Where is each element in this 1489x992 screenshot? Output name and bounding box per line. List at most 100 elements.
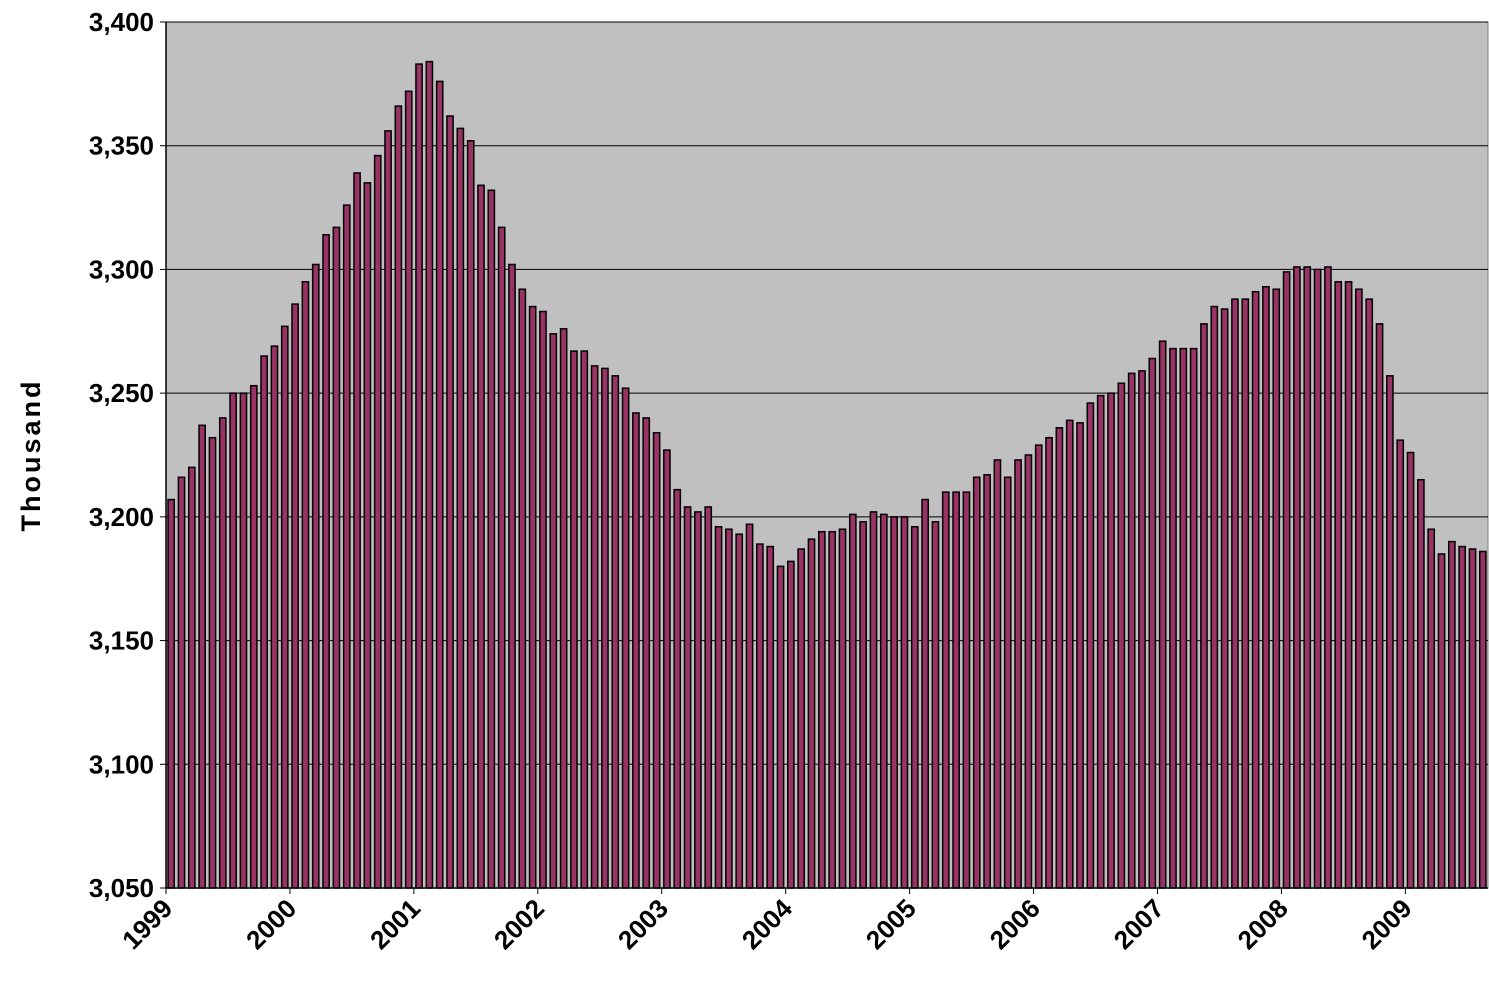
bar [952, 491, 960, 889]
bar [776, 565, 785, 889]
bar [1231, 298, 1239, 889]
bar [466, 140, 475, 889]
bar [342, 204, 351, 889]
x-tick-label: 2002 [488, 893, 550, 955]
bar [167, 498, 176, 889]
bar [1365, 298, 1374, 889]
y-tick-label: 3,400 [89, 7, 154, 37]
bar [601, 367, 609, 889]
bar [1127, 372, 1136, 889]
bar [621, 387, 630, 889]
bar [208, 436, 217, 889]
bar [425, 60, 434, 889]
bar [456, 127, 465, 889]
bar [869, 511, 878, 889]
bar [373, 154, 382, 889]
bar [549, 333, 558, 889]
bar [993, 459, 1002, 889]
bar [559, 328, 568, 889]
bar [1024, 454, 1033, 889]
x-tick-label: 2000 [240, 893, 302, 955]
bar [1241, 298, 1250, 889]
bar [683, 506, 692, 889]
bar [1251, 290, 1260, 889]
bar [766, 545, 775, 889]
bar [983, 474, 991, 889]
bar [673, 488, 682, 889]
bar [570, 350, 578, 889]
bar [611, 375, 620, 889]
bar [1045, 436, 1053, 889]
bar [218, 417, 227, 889]
bar [363, 182, 372, 889]
bar [301, 281, 310, 889]
bar [322, 234, 330, 889]
bar [260, 355, 268, 889]
bar [910, 526, 919, 889]
x-tick-label: 2009 [1356, 893, 1418, 955]
bar [1355, 288, 1363, 889]
bar [1313, 268, 1322, 889]
bar [249, 384, 258, 889]
bar [1293, 266, 1301, 889]
bar [539, 310, 547, 889]
y-tick-label: 3,200 [89, 502, 154, 532]
bar [797, 548, 806, 889]
bar [704, 506, 713, 889]
bar [921, 498, 929, 889]
bar [714, 526, 723, 889]
bar [1468, 548, 1477, 889]
bar [177, 476, 186, 889]
bar [404, 90, 413, 889]
bar [756, 543, 764, 889]
bar [435, 80, 444, 889]
bar [187, 466, 196, 889]
bar [1096, 394, 1105, 889]
bar [394, 105, 403, 889]
bar [239, 392, 248, 889]
x-tick-label: 2003 [612, 893, 674, 955]
bar [311, 263, 320, 889]
bar [477, 184, 485, 889]
bar [229, 392, 237, 889]
bar [497, 226, 506, 889]
bar [518, 288, 527, 889]
bar [291, 303, 299, 889]
bar [1344, 281, 1353, 889]
x-tick-label: 2006 [984, 893, 1046, 955]
bar [1478, 550, 1487, 889]
y-tick-label: 3,100 [89, 749, 154, 779]
bar [1262, 285, 1270, 889]
bar [580, 350, 589, 889]
x-tick-label: 2001 [364, 893, 426, 955]
bar [828, 530, 837, 889]
bar [859, 521, 867, 889]
bar [1437, 553, 1446, 889]
bar [1334, 281, 1343, 889]
bar [1086, 402, 1095, 889]
bar [890, 516, 898, 889]
bar [725, 528, 733, 889]
bar [900, 516, 909, 889]
bar [1210, 305, 1219, 889]
bar [1014, 459, 1022, 889]
bar [198, 424, 206, 889]
bar [1282, 271, 1291, 889]
bar [1107, 392, 1115, 889]
bar [1375, 323, 1384, 889]
bar [1448, 540, 1456, 889]
bar [1406, 451, 1415, 889]
bar [1003, 476, 1012, 889]
bar [652, 431, 661, 889]
bar [632, 412, 640, 889]
x-tick-label: 2005 [860, 893, 922, 955]
bar [694, 511, 702, 889]
x-tick-label: 2007 [1108, 893, 1170, 955]
bar [1055, 427, 1064, 889]
y-tick-label: 3,250 [89, 378, 154, 408]
bar [1303, 266, 1312, 889]
bar [1324, 266, 1332, 889]
bar [879, 513, 888, 889]
bar [1076, 422, 1084, 889]
bar [962, 491, 971, 889]
